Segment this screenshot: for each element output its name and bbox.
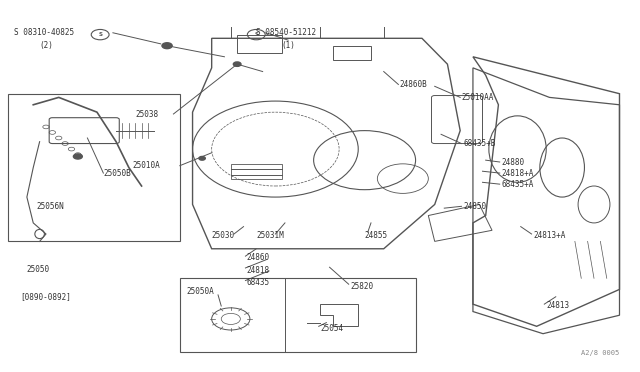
Text: [0890-0892]: [0890-0892] <box>20 292 72 301</box>
Text: S 08540-51212: S 08540-51212 <box>256 28 316 37</box>
Text: 25010AA: 25010AA <box>461 93 494 102</box>
Text: (2): (2) <box>40 41 54 50</box>
Circle shape <box>162 43 172 49</box>
Text: 25820: 25820 <box>351 282 374 291</box>
Text: 25054: 25054 <box>320 324 343 333</box>
Text: 25010A: 25010A <box>132 161 160 170</box>
Text: S 08310-40825: S 08310-40825 <box>14 28 74 37</box>
Text: 25038: 25038 <box>135 109 158 119</box>
Text: 24855: 24855 <box>365 231 388 240</box>
Bar <box>180 278 415 352</box>
Bar <box>237 35 282 53</box>
Text: 25031M: 25031M <box>256 231 284 240</box>
Circle shape <box>199 157 205 160</box>
Text: 24860B: 24860B <box>399 80 428 89</box>
Text: 24813+A: 24813+A <box>534 231 566 240</box>
Text: 24813: 24813 <box>546 301 570 311</box>
Text: (1): (1) <box>282 41 296 50</box>
Circle shape <box>234 62 241 66</box>
Bar <box>8 94 180 241</box>
Text: 25030: 25030 <box>212 231 235 240</box>
Text: 68435+A: 68435+A <box>502 180 534 189</box>
Text: 25050: 25050 <box>27 264 50 273</box>
Circle shape <box>74 154 83 159</box>
Text: 25050A: 25050A <box>186 287 214 296</box>
Text: S: S <box>98 32 102 37</box>
Text: 24880: 24880 <box>502 157 525 167</box>
Text: 24850: 24850 <box>463 202 486 211</box>
Text: 68435: 68435 <box>246 278 270 287</box>
Bar <box>333 46 371 61</box>
Text: 24818+A: 24818+A <box>502 169 534 177</box>
Text: A2/8 0005: A2/8 0005 <box>581 350 620 356</box>
Text: S: S <box>254 32 259 37</box>
Text: 25056N: 25056N <box>36 202 64 211</box>
Text: 68435+B: 68435+B <box>463 139 496 148</box>
Text: 25050B: 25050B <box>103 169 131 177</box>
Text: 24860: 24860 <box>246 253 270 263</box>
Text: 24818: 24818 <box>246 266 270 275</box>
